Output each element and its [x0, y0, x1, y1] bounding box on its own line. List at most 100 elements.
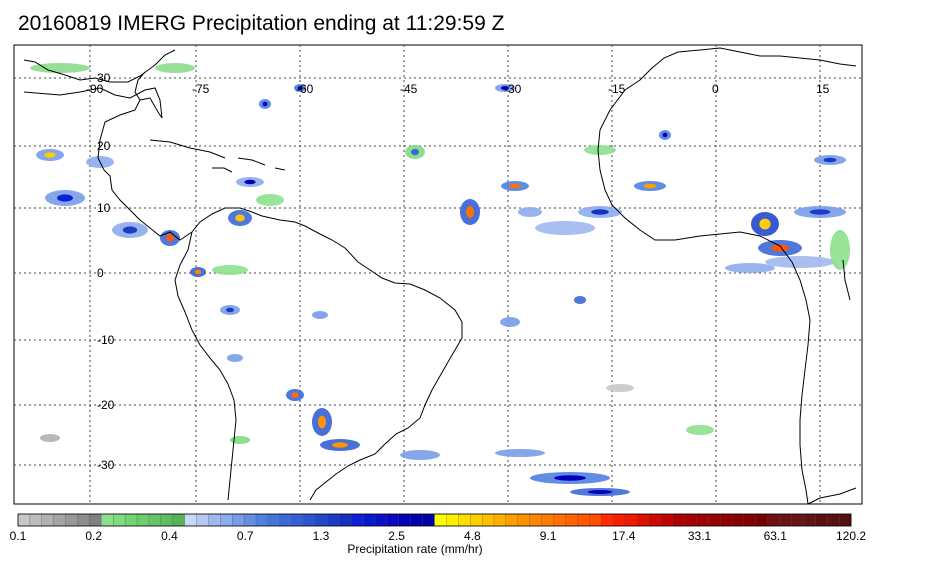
precipitation-core: [759, 218, 771, 230]
longitude-label: -45: [400, 82, 418, 96]
colorbar-swatch: [470, 513, 483, 527]
colorbar-swatch: [446, 513, 459, 527]
colorbar-swatch: [481, 513, 495, 527]
colorbar-tick-label: 33.1: [688, 529, 712, 543]
colorbar-swatch: [386, 513, 400, 527]
colorbar-tick-label: 0.1: [10, 529, 27, 543]
precipitation-core: [591, 209, 609, 215]
colorbar-swatch: [398, 513, 412, 527]
colorbar-swatch: [232, 513, 245, 527]
precipitation-core: [44, 152, 56, 158]
colorbar-swatch: [113, 513, 126, 527]
precipitation-cell: [574, 296, 586, 304]
longitude-label: -30: [504, 82, 522, 96]
precipitation-core: [291, 392, 299, 398]
precipitation-core: [501, 86, 509, 90]
precipitation-cell: [606, 384, 634, 392]
colorbar-swatch: [172, 513, 186, 527]
precipitation-core: [244, 179, 256, 185]
colorbar-swatch: [89, 513, 102, 527]
colorbar-tick-label: 17.4: [612, 529, 636, 543]
colorbar-frame: [17, 513, 852, 527]
precipitation-core: [57, 194, 73, 202]
precipitation-cell: [40, 434, 60, 442]
colorbar-swatch: [708, 513, 721, 527]
colorbar-swatch: [660, 513, 673, 527]
colorbar-swatch: [410, 513, 424, 527]
colorbar-swatch: [565, 513, 578, 527]
precipitation-core: [332, 442, 348, 448]
precipitation-core: [823, 157, 837, 163]
colorbar-swatch: [672, 513, 685, 527]
colorbar-swatch: [434, 513, 447, 527]
precipitation-cell: [30, 63, 90, 73]
colorbar-tick-label: 9.1: [540, 529, 557, 543]
colorbar-swatch: [41, 513, 55, 527]
precipitation-core: [318, 415, 326, 429]
precipitation-cell: [518, 207, 542, 217]
colorbar-tick-label: 120.2: [836, 529, 866, 543]
colorbar-tick-label: 63.1: [764, 529, 788, 543]
longitude-label: 0: [712, 82, 719, 96]
longitude-label: -60: [296, 82, 314, 96]
colorbar-swatch: [553, 513, 566, 527]
latitude-label: 0: [97, 266, 104, 280]
precipitation-core: [643, 183, 657, 189]
precipitation-cell: [312, 311, 328, 319]
colorbar-swatch: [422, 513, 435, 527]
colorbar-swatch: [791, 513, 804, 527]
precipitation-cell: [830, 230, 850, 270]
colorbar-swatch: [303, 513, 316, 527]
colorbar-swatch: [220, 513, 233, 527]
colorbar-swatch: [77, 513, 90, 527]
colorbar-label: Precipitation rate (mm/hr): [347, 542, 482, 556]
colorbar-swatch: [362, 513, 376, 527]
colorbar-swatch: [529, 513, 543, 527]
colorbar-tick-label: 2.5: [388, 529, 405, 543]
latitude-label: 10: [97, 201, 111, 215]
colorbar-swatch: [838, 513, 852, 527]
precipitation-core: [662, 132, 668, 138]
colorbar-swatch: [196, 513, 209, 527]
colorbar-swatch: [803, 513, 816, 527]
longitude-label: -75: [192, 82, 210, 96]
colorbar-swatch: [315, 513, 328, 527]
precipitation-core: [226, 307, 234, 313]
colorbar-swatch: [208, 513, 221, 527]
precipitation-core: [235, 214, 245, 222]
precipitation-core: [122, 226, 138, 234]
latitude-label: 30: [97, 71, 111, 85]
colorbar-swatch: [65, 513, 78, 527]
colorbar-swatch: [696, 513, 709, 527]
colorbar-swatch: [505, 513, 519, 527]
precipitation-cell: [400, 450, 440, 460]
colorbar-swatch: [755, 513, 769, 527]
colorbar-swatch: [327, 513, 340, 527]
colorbar-swatch: [53, 513, 67, 527]
colorbar-tick-label: 0.4: [161, 529, 178, 543]
colorbar-swatch: [743, 513, 757, 527]
precipitation-cell: [227, 354, 243, 362]
colorbar-swatch: [719, 513, 733, 527]
colorbar-swatch: [731, 513, 745, 527]
longitude-label: 15: [816, 82, 830, 96]
colorbar-swatch: [243, 513, 257, 527]
precipitation-core: [554, 475, 586, 481]
latitude-label: 20: [97, 139, 111, 153]
precipitation-cell: [725, 263, 775, 273]
colorbar-swatch: [351, 513, 364, 527]
precipitation-core: [194, 269, 202, 275]
precipitation-cell: [230, 436, 250, 444]
precipitation-core: [509, 183, 521, 189]
colorbar-swatch: [339, 513, 352, 527]
precipitation-core: [262, 101, 268, 107]
colorbar-swatch: [684, 513, 697, 527]
colorbar-tick-label: 0.7: [237, 529, 254, 543]
colorbar-swatch: [541, 513, 554, 527]
colorbar-tick-label: 1.3: [313, 529, 330, 543]
colorbar-swatch: [101, 513, 114, 527]
colorbar-swatch: [577, 513, 590, 527]
precipitation-cell: [765, 256, 835, 268]
longitude-label: -90: [86, 82, 104, 96]
